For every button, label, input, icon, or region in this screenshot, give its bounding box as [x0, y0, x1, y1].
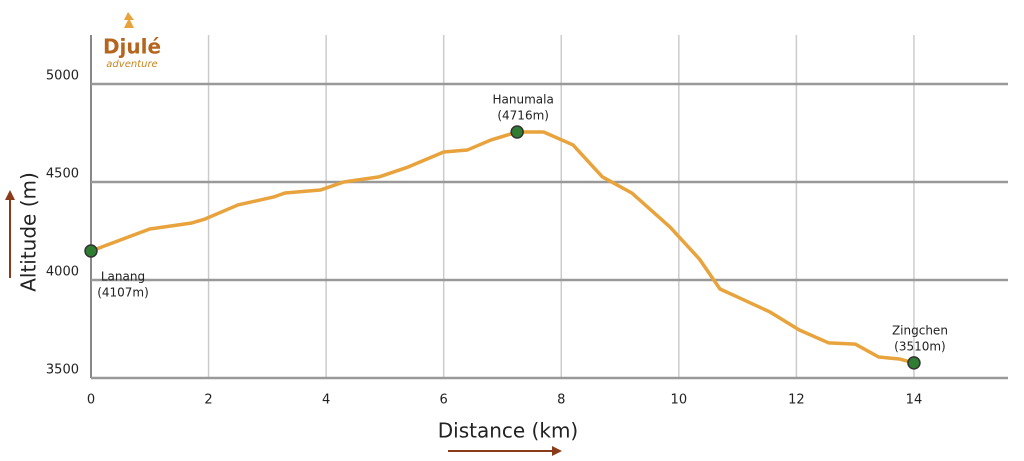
y-tick-label: 5000 [46, 69, 79, 84]
y-arrow-head [5, 190, 15, 200]
x-arrow-head [552, 446, 562, 456]
x-tick-label: 4 [322, 393, 330, 408]
logo-icon [124, 12, 134, 28]
marker [907, 356, 921, 370]
y-tick-label: 4500 [46, 167, 79, 182]
y-tick-label: 4000 [46, 265, 79, 280]
annotation-name: Hanumala [493, 93, 554, 107]
x-tick-label: 6 [440, 393, 448, 408]
x-tick-label: 14 [906, 393, 923, 408]
annotation-name: Lanang [101, 269, 145, 283]
y-tick-label: 3500 [46, 363, 79, 378]
annotation-altitude: (4107m) [97, 285, 149, 299]
x-axis-label: Distance (km) [438, 419, 578, 443]
x-tick-label: 12 [788, 393, 805, 408]
x-tick-label: 10 [671, 393, 688, 408]
logo: Djulé [103, 35, 161, 59]
marker [510, 125, 524, 139]
marker [84, 244, 98, 258]
x-tick-label: 2 [204, 393, 212, 408]
annotation-name: Zingchen [892, 323, 948, 337]
y-axis-label: Altitude (m) [17, 172, 41, 292]
logo-sub: adventure [106, 59, 157, 70]
x-tick-label: 8 [557, 393, 565, 408]
annotation-altitude: (3510m) [894, 339, 946, 353]
line [90, 130, 915, 365]
annotation-altitude: (4716m) [497, 109, 549, 123]
x-tick-label: 0 [87, 393, 95, 408]
